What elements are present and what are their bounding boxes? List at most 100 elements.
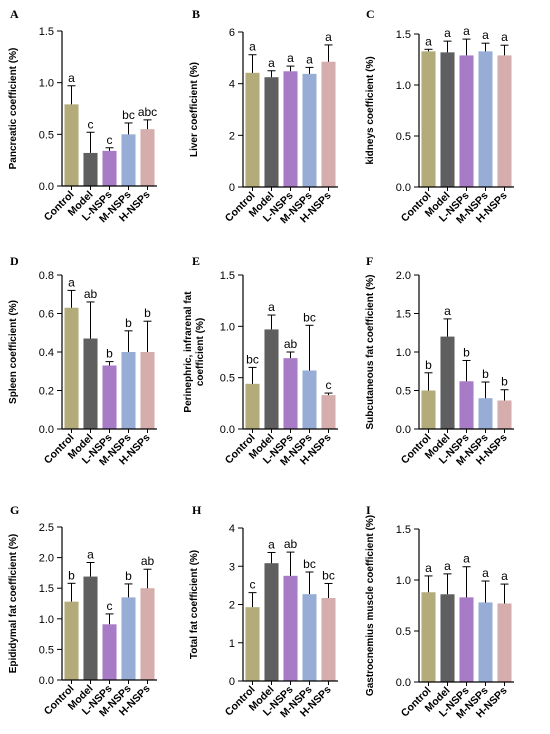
y-tick-label: 0.5 <box>396 626 411 638</box>
y-axis-label: Perinephric, infrarenal fatcoefficient (… <box>183 291 206 413</box>
y-tick-label: 2 <box>229 130 235 142</box>
panel-letter: F <box>366 254 373 268</box>
significance-label: c <box>250 578 256 592</box>
significance-label: b <box>463 345 470 359</box>
significance-label: a <box>325 30 332 44</box>
bar-l-nsps <box>102 150 117 186</box>
bar-m-nsps <box>478 602 493 682</box>
y-tick-label: 1.0 <box>396 347 411 359</box>
y-tick-label: 0.5 <box>39 644 54 656</box>
significance-label: ab <box>284 337 298 351</box>
bar-m-nsps <box>121 352 136 429</box>
significance-label: b <box>125 569 132 583</box>
y-tick-label: 1.0 <box>39 614 54 626</box>
y-tick-label: 1.0 <box>220 321 235 333</box>
y-axis-label-line: Perinephric, infrarenal fat <box>183 291 194 413</box>
panel-letter: I <box>366 503 371 517</box>
y-axis-label: Gastrocnemius muscle coefficient (%) <box>365 515 376 696</box>
panel-a: A Pancreatic coefficient (%) 0.0 0.5 1.0 1.5 a… <box>8 7 157 225</box>
significance-label: a <box>268 56 275 70</box>
y-axis-label: Pancreatic coefficient (%) <box>8 48 19 170</box>
y-tick-label: 1.5 <box>396 309 411 321</box>
y-axis-label: Liver coefficient (%) <box>189 62 200 157</box>
significance-label: a <box>501 569 508 583</box>
y-axis-label: Spleen coefficient (%) <box>8 300 19 404</box>
bar-model <box>440 52 455 187</box>
bar-control <box>245 607 260 681</box>
y-tick-label: 1.5 <box>39 26 54 38</box>
panel-letter: C <box>366 7 375 21</box>
bar-model <box>264 563 279 681</box>
y-tick-label: 6 <box>229 27 235 39</box>
y-axis-label: Epididymal fat coefficient (%) <box>8 534 19 673</box>
panel-f: F Subcutaneous fat coefficient (%) 0.0 0.5 1… <box>365 254 514 468</box>
panel-letter: D <box>10 254 19 268</box>
significance-label: a <box>444 304 451 318</box>
bar-l-nsps <box>102 624 117 680</box>
bar-h-nsps <box>140 352 155 429</box>
y-tick-label: 0.0 <box>396 424 411 436</box>
significance-label: a <box>463 24 470 38</box>
bar-l-nsps <box>283 358 298 429</box>
significance-label: a <box>306 52 313 66</box>
significance-label: bc <box>122 108 135 122</box>
significance-label: b <box>125 316 132 330</box>
bar-m-nsps <box>478 398 493 429</box>
bar-h-nsps <box>140 129 155 186</box>
y-axis-label: Total fat coefficient (%) <box>189 550 200 659</box>
significance-label: c <box>326 378 332 392</box>
bar-l-nsps <box>459 381 474 429</box>
bar-h-nsps <box>497 55 512 187</box>
y-tick-label: 0.5 <box>396 131 411 143</box>
significance-label: a <box>444 26 451 40</box>
significance-label: ab <box>284 537 298 551</box>
y-tick-label: 0 <box>229 182 235 194</box>
significance-label: a <box>463 552 470 566</box>
bar-control <box>421 390 436 429</box>
significance-label: bc <box>322 568 335 582</box>
bar-m-nsps <box>302 370 317 429</box>
y-tick-label: 0.8 <box>39 270 54 282</box>
bar-control <box>64 307 79 429</box>
significance-label: a <box>501 30 508 44</box>
significance-label: a <box>482 566 489 580</box>
bar-h-nsps <box>497 400 512 429</box>
bar-h-nsps <box>321 597 336 681</box>
y-tick-label: 1.5 <box>396 524 411 536</box>
panel-letter: G <box>10 503 19 517</box>
bar-m-nsps <box>121 134 136 186</box>
y-tick-label: 1.0 <box>39 78 54 90</box>
bar-h-nsps <box>140 588 155 680</box>
y-tick-label: 1.0 <box>396 80 411 92</box>
y-tick-label: 2.5 <box>39 522 54 534</box>
panel-e: E Perinephric, infrarenal fatcoefficient … <box>183 254 338 468</box>
y-tick-label: 0.5 <box>220 373 235 385</box>
bar-control <box>64 104 79 186</box>
y-tick-label: 1.5 <box>396 29 411 41</box>
bar-h-nsps <box>321 395 336 429</box>
y-tick-label: 0.0 <box>39 675 54 687</box>
y-tick-label: 1.0 <box>396 575 411 587</box>
y-tick-label: 2 <box>229 600 235 612</box>
significance-label: b <box>501 375 508 389</box>
y-tick-label: 0.0 <box>396 677 411 689</box>
significance-label: bc <box>246 352 259 366</box>
bar-h-nsps <box>497 603 512 682</box>
y-tick-label: 0.0 <box>39 181 54 193</box>
bar-h-nsps <box>321 61 336 188</box>
y-tick-label: 2.0 <box>39 553 54 565</box>
bar-control <box>64 601 79 680</box>
bar-model <box>83 576 98 680</box>
bar-l-nsps <box>459 55 474 187</box>
bar-control <box>245 383 260 429</box>
y-tick-label: 1.5 <box>39 583 54 595</box>
significance-label: c <box>107 133 113 147</box>
bar-model <box>440 594 455 682</box>
panel-g: G Epididymal fat coefficient (%) 0.0 0.5 1.0… <box>8 503 157 719</box>
bar-model <box>440 336 455 429</box>
bar-control <box>421 592 436 682</box>
y-axis-label: kidneys coefficient (%) <box>365 56 376 164</box>
